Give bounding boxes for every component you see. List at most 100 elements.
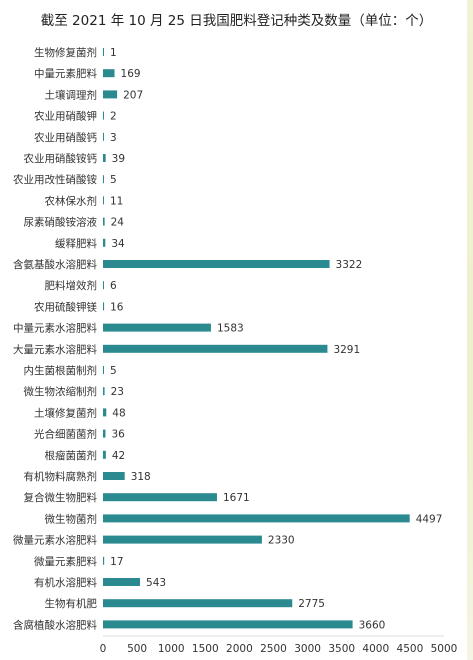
value-label: 3 bbox=[110, 132, 117, 144]
value-label: 2 bbox=[110, 111, 117, 123]
value-label: 6 bbox=[110, 280, 117, 292]
category-label: 微量元素肥料 bbox=[34, 555, 97, 568]
category-label: 含氨基酸水溶肥料 bbox=[13, 258, 97, 271]
value-label: 2775 bbox=[298, 598, 325, 610]
value-label: 3291 bbox=[333, 344, 360, 356]
bar bbox=[103, 535, 262, 544]
category-label: 农用硫酸钾镁 bbox=[34, 300, 97, 313]
bar bbox=[103, 472, 125, 480]
bar bbox=[103, 132, 104, 141]
category-label: 生物有机肥 bbox=[45, 597, 98, 610]
bar bbox=[103, 578, 141, 586]
value-label: 169 bbox=[121, 68, 141, 80]
value-label: 3322 bbox=[336, 259, 363, 271]
category-label: 缓释肥料 bbox=[55, 237, 97, 250]
category-label: 有机水溶肥料 bbox=[34, 576, 97, 589]
category-label: 内生菌根菌制剂 bbox=[24, 364, 98, 377]
value-label: 318 bbox=[131, 471, 151, 483]
value-label: 48 bbox=[112, 407, 125, 419]
value-label: 3660 bbox=[359, 619, 386, 631]
bar bbox=[103, 302, 105, 311]
bar bbox=[103, 387, 105, 396]
category-label: 大量元素水溶肥料 bbox=[13, 343, 97, 356]
x-tick-label: 2500 bbox=[260, 643, 287, 655]
bar bbox=[103, 429, 106, 438]
x-tick-label: 3500 bbox=[328, 643, 355, 655]
category-label: 尿素硝酸铵溶液 bbox=[24, 216, 98, 229]
value-label: 11 bbox=[110, 195, 123, 207]
bar bbox=[103, 556, 105, 565]
bar bbox=[103, 196, 104, 205]
bar bbox=[103, 69, 115, 78]
bar bbox=[103, 260, 330, 268]
bar bbox=[103, 90, 118, 99]
bar bbox=[103, 450, 106, 459]
x-tick-label: 4500 bbox=[397, 643, 424, 655]
category-label: 根瘤菌菌剂 bbox=[45, 449, 98, 462]
category-label: 生物修复菌剂 bbox=[34, 46, 97, 59]
category-label: 肥料增效剂 bbox=[45, 279, 98, 292]
bars-layer: 生物修复菌剂 1 中量元素肥料 169 土壤调理剂 207 农业用硝酸钾 2 农业用硝酸钙 3 农业… bbox=[13, 46, 442, 631]
category-label: 农业用硝酸铵钙 bbox=[24, 152, 98, 165]
category-label: 微量元素水溶肥料 bbox=[13, 534, 97, 547]
value-label: 4497 bbox=[416, 513, 443, 525]
value-label: 5 bbox=[110, 174, 117, 186]
x-tick-label: 1500 bbox=[192, 643, 219, 655]
x-axis: 0 500 1000 1500 2000 2500 3000 3500 4000 4500 5000 bbox=[100, 635, 458, 655]
x-tick-label: 2000 bbox=[226, 643, 253, 655]
value-label: 34 bbox=[111, 238, 125, 250]
bar bbox=[103, 281, 104, 290]
bar bbox=[103, 620, 353, 629]
x-tick-label: 5000 bbox=[431, 643, 458, 655]
value-label: 16 bbox=[110, 301, 124, 313]
category-label: 微生物菌剂 bbox=[45, 512, 98, 525]
bar bbox=[103, 493, 217, 502]
category-label: 农业用硝酸钾 bbox=[34, 110, 97, 123]
bar bbox=[103, 175, 104, 184]
value-label: 36 bbox=[111, 429, 125, 441]
value-label: 1583 bbox=[217, 323, 244, 335]
category-label: 土壤调理剂 bbox=[45, 88, 98, 101]
bar bbox=[103, 514, 410, 523]
chart-title: 截至 2021 年 10 月 25 日我国肥料登记种类及数量（单位：个） bbox=[40, 13, 433, 29]
x-tick-label: 4000 bbox=[362, 643, 389, 655]
bar bbox=[103, 154, 106, 162]
bar bbox=[103, 238, 106, 247]
category-label: 有机物料腐熟剂 bbox=[24, 470, 98, 483]
category-label: 含腐植酸水溶肥料 bbox=[13, 618, 97, 631]
bar bbox=[103, 48, 104, 56]
category-label: 农林保水剂 bbox=[45, 194, 98, 207]
category-label: 复合微生物肥料 bbox=[24, 491, 98, 504]
category-label: 中量元素水溶肥料 bbox=[13, 322, 97, 335]
value-label: 17 bbox=[110, 556, 123, 568]
value-label: 207 bbox=[123, 89, 143, 101]
x-tick-label: 3000 bbox=[294, 643, 321, 655]
value-label: 42 bbox=[112, 450, 125, 462]
bar bbox=[103, 366, 104, 374]
bar bbox=[103, 408, 107, 417]
bar bbox=[103, 323, 211, 332]
bar bbox=[103, 217, 105, 226]
value-label: 24 bbox=[111, 217, 125, 229]
category-label: 农业用改性硝酸铵 bbox=[13, 173, 97, 186]
value-label: 1671 bbox=[223, 492, 250, 504]
bar bbox=[103, 111, 104, 120]
value-label: 2330 bbox=[268, 535, 295, 547]
x-tick-label: 0 bbox=[100, 643, 107, 655]
decorative-accent-strip bbox=[467, 0, 473, 660]
value-label: 23 bbox=[111, 386, 124, 398]
value-label: 5 bbox=[110, 365, 117, 377]
category-label: 中量元素肥料 bbox=[34, 67, 97, 80]
value-label: 39 bbox=[112, 153, 125, 165]
bar bbox=[103, 344, 328, 353]
x-tick-label: 500 bbox=[127, 643, 147, 655]
x-tick-label: 1000 bbox=[158, 643, 185, 655]
category-label: 微生物浓缩制剂 bbox=[24, 385, 98, 398]
category-label: 土壤修复菌剂 bbox=[34, 406, 97, 419]
bar bbox=[103, 599, 293, 608]
category-label: 农业用硝酸钙 bbox=[34, 131, 97, 144]
category-label: 光合细菌菌剂 bbox=[34, 428, 97, 441]
value-label: 543 bbox=[146, 577, 166, 589]
value-label: 1 bbox=[110, 47, 117, 59]
